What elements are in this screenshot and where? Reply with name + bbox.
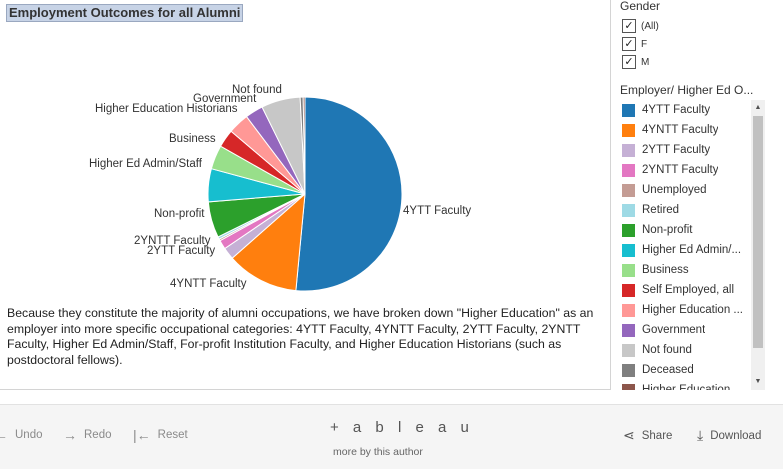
legend-item[interactable]: Not found: [622, 340, 758, 360]
legend-label: Retired: [642, 204, 680, 216]
legend-item[interactable]: Retired: [622, 200, 758, 220]
checkbox-checked-icon[interactable]: ✓: [622, 37, 636, 51]
share-label: Share: [641, 429, 673, 442]
reset-label: Reset: [157, 429, 188, 441]
gender-option-all[interactable]: ✓ (All): [622, 18, 659, 34]
legend-label: 4YTT Faculty: [642, 104, 711, 116]
download-label: Download: [710, 429, 762, 442]
slice-label: Non-profit: [154, 208, 205, 220]
scroll-thumb[interactable]: [753, 116, 763, 348]
tableau-logo[interactable]: + a b l e a u: [330, 419, 474, 436]
legend-item[interactable]: 2YNTT Faculty: [622, 160, 758, 180]
legend-label: Government: [642, 324, 706, 336]
legend-item[interactable]: Higher Education ...: [622, 380, 758, 390]
checkbox-checked-icon[interactable]: ✓: [622, 19, 636, 33]
legend-label: 4YNTT Faculty: [642, 124, 719, 136]
legend-label: Self Employed, all: [642, 284, 735, 296]
slice-label: 4YNTT Faculty: [170, 278, 247, 290]
slice-label: Higher Ed Admin/Staff: [89, 158, 203, 170]
reset-button[interactable]: |← Reset: [133, 427, 188, 443]
legend-swatch: [622, 323, 635, 337]
legend-swatch: [622, 363, 635, 377]
legend-item[interactable]: 4YTT Faculty: [622, 100, 758, 120]
more-by-author-link[interactable]: more by this author: [333, 446, 423, 458]
reset-icon: |←: [133, 427, 151, 443]
legend-label: 2YTT Faculty: [642, 144, 711, 156]
color-legend: 4YTT Faculty 4YNTT Faculty 2YTT Faculty 2YN…: [622, 100, 758, 390]
legend-item[interactable]: Government: [622, 320, 758, 340]
legend-swatch: [622, 243, 635, 257]
legend-swatch: [622, 383, 635, 390]
slice-label: Higher Education Historians: [95, 103, 238, 115]
checkbox-checked-icon[interactable]: ✓: [622, 55, 636, 69]
share-icon: ⋖: [623, 427, 635, 443]
legend-swatch: [622, 263, 635, 277]
download-icon: ⤓: [697, 427, 704, 443]
slice-label: Business: [169, 133, 216, 145]
legend-item[interactable]: Non-profit: [622, 220, 758, 240]
legend-item[interactable]: 4YNTT Faculty: [622, 120, 758, 140]
chart-title: Employment Outcomes for all Alumni: [6, 4, 244, 22]
legend-item[interactable]: Unemployed: [622, 180, 758, 200]
legend-label: Not found: [642, 344, 692, 356]
legend-swatch: [622, 143, 635, 157]
legend-item[interactable]: Business: [622, 260, 758, 280]
legend-label: Non-profit: [642, 224, 693, 236]
redo-label: Redo: [84, 429, 112, 441]
pie-slice[interactable]: [231, 192, 306, 292]
pie-slice[interactable]: [302, 96, 306, 195]
legend-swatch: [622, 283, 635, 297]
slice-label: Government: [193, 93, 257, 105]
legend-label: 2YNTT Faculty: [642, 164, 719, 176]
scroll-down-icon[interactable]: ▼: [754, 378, 762, 385]
gender-option-m[interactable]: ✓ M: [622, 54, 649, 70]
redo-button[interactable]: → Redo: [63, 427, 112, 443]
legend-label: Higher Education ...: [642, 304, 744, 316]
legend-swatch: [622, 183, 635, 197]
slice-label: 2YTT Faculty: [147, 245, 215, 257]
slice-label: 2YNTT Faculty: [134, 235, 211, 247]
legend-item[interactable]: Higher Education ...: [622, 300, 758, 320]
legend-label: Unemployed: [642, 184, 707, 196]
legend-item[interactable]: 2YTT Faculty: [622, 140, 758, 160]
gender-option-label: M: [641, 56, 650, 68]
legend-label: Higher Education ...: [642, 384, 744, 390]
legend-label: Higher Ed Admin/...: [642, 244, 742, 256]
toolbar: ← Undo → Redo |← Reset + a b l e a u mor…: [0, 404, 783, 469]
gender-option-label: F: [641, 38, 648, 50]
description-text: Because they constitute the majority of …: [7, 306, 594, 367]
pie-slice[interactable]: [295, 96, 403, 292]
legend-swatch: [622, 203, 635, 217]
gender-filter-heading: Gender: [620, 0, 661, 13]
legend-item[interactable]: Higher Ed Admin/...: [622, 240, 758, 260]
gender-option-f[interactable]: ✓ F: [622, 36, 647, 52]
legend-swatch: [622, 303, 635, 317]
legend-item[interactable]: Self Employed, all: [622, 280, 758, 300]
legend-swatch: [622, 123, 635, 137]
gender-option-label: (All): [641, 20, 659, 32]
undo-arrow-icon: ←: [0, 427, 8, 443]
scroll-up-icon[interactable]: ▲: [754, 104, 762, 111]
legend-heading: Employer/ Higher Ed O...: [620, 83, 754, 97]
legend-swatch: [622, 163, 635, 177]
slice-label: 4YTT Faculty: [403, 205, 471, 217]
legend-swatch: [622, 223, 635, 237]
redo-arrow-icon: →: [63, 427, 77, 443]
viz-panel: 4YTT Faculty 4YNTT Faculty 2YTT Faculty 2YN…: [0, 0, 611, 390]
filter-panel: Gender ✓ (All) ✓ F ✓ M Employer/ Higher …: [612, 0, 783, 392]
legend-swatch: [622, 103, 635, 117]
slice-label: Not found: [232, 84, 282, 96]
legend-label: Deceased: [642, 364, 694, 376]
pie-chart[interactable]: 4YTT Faculty 4YNTT Faculty 2YTT Faculty2YN…: [0, 0, 611, 300]
undo-button[interactable]: ← Undo: [0, 427, 43, 443]
legend-label: Business: [642, 264, 689, 276]
legend-scrollbar[interactable]: ▲ ▼: [751, 100, 765, 390]
share-button[interactable]: ⋖ Share: [623, 427, 672, 444]
undo-label: Undo: [15, 429, 43, 441]
download-button[interactable]: ⤓ Download: [697, 427, 761, 444]
legend-swatch: [622, 343, 635, 357]
legend-item[interactable]: Deceased: [622, 360, 758, 380]
